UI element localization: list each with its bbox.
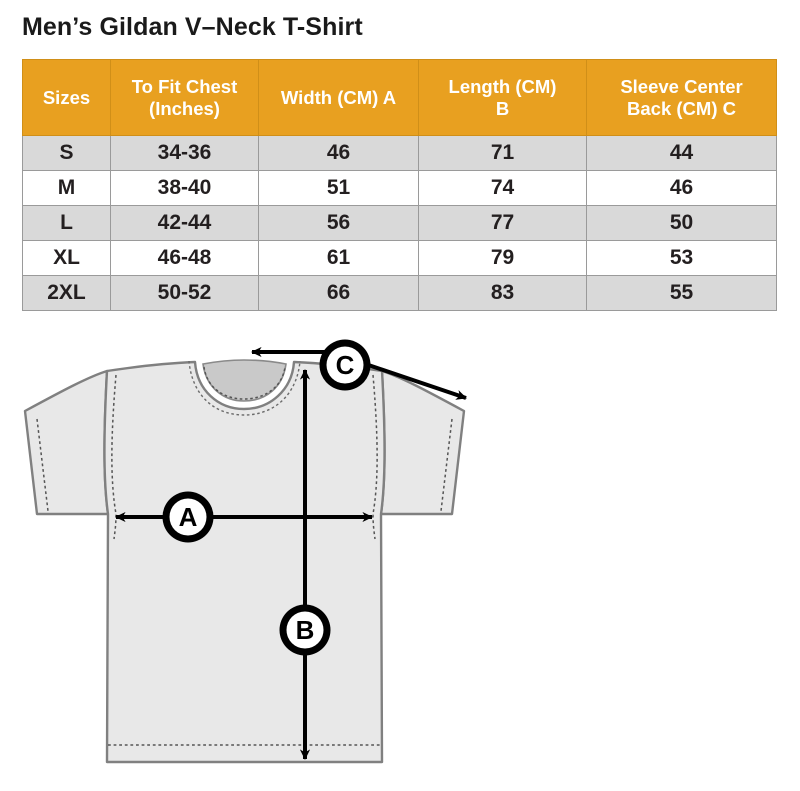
cell-size: S <box>22 135 111 171</box>
column-header-line: B <box>495 97 510 119</box>
column-header-length: Length (CM) B <box>418 59 587 136</box>
column-header-line: Length (CM) <box>448 75 557 97</box>
cell-length: 79 <box>418 240 587 276</box>
cell-size: XL <box>22 240 111 276</box>
cell-length: 83 <box>418 275 587 311</box>
table-row: L 42-44 56 77 50 <box>22 205 777 241</box>
cell-width: 46 <box>258 135 419 171</box>
table-header-row: Sizes To Fit Chest (Inches) Width (CM) A… <box>22 59 777 136</box>
size-chart-table: Sizes To Fit Chest (Inches) Width (CM) A… <box>22 59 777 311</box>
collar-stitch-line <box>203 366 286 400</box>
neck-outer-stitch-line <box>188 360 301 416</box>
cell-width: 56 <box>258 205 419 241</box>
tshirt-body-shape <box>23 359 466 764</box>
collar-inner-shape <box>202 359 287 402</box>
tshirt-measurement-diagram: A B C <box>0 325 800 791</box>
cell-length: 77 <box>418 205 587 241</box>
column-header-sleeve: Sleeve Center Back (CM) C <box>586 59 777 136</box>
column-header-line: Sizes <box>42 86 91 108</box>
table-row: 2XL 50-52 66 83 55 <box>22 275 777 311</box>
table-row: M 38-40 51 74 46 <box>22 170 777 206</box>
column-header-sizes: Sizes <box>22 59 111 136</box>
cell-sleeve: 55 <box>586 275 777 311</box>
cell-width: 66 <box>258 275 419 311</box>
left-armhole-stitch-line <box>111 374 117 540</box>
marker-badge-b: B <box>279 604 331 656</box>
cell-size: L <box>22 205 111 241</box>
cell-sleeve: 46 <box>586 170 777 206</box>
cell-width: 51 <box>258 170 419 206</box>
table-row: XL 46-48 61 79 53 <box>22 240 777 276</box>
table-row: S 34-36 46 71 44 <box>22 135 777 171</box>
left-cuff-stitch-line <box>36 418 49 512</box>
right-armhole-stitch-line <box>372 374 378 540</box>
marker-label-c: C <box>336 350 355 380</box>
marker-badge-c: C <box>319 339 371 391</box>
cell-length: 74 <box>418 170 587 206</box>
cell-size: M <box>22 170 111 206</box>
page-title: Men’s Gildan V–Neck T-Shirt <box>22 13 363 41</box>
torso-shape <box>103 360 386 764</box>
column-header-line: (Inches) <box>149 97 220 119</box>
right-cuff-stitch-line <box>440 418 453 512</box>
cell-chest: 34-36 <box>110 135 259 171</box>
marker-label-b: B <box>296 615 315 645</box>
column-header-line: Width (CM) A <box>280 86 397 108</box>
cell-size: 2XL <box>22 275 111 311</box>
cell-chest: 50-52 <box>110 275 259 311</box>
column-header-line: Sleeve Center <box>620 75 743 97</box>
cell-sleeve: 44 <box>586 135 777 171</box>
column-header-chest: To Fit Chest (Inches) <box>110 59 259 136</box>
column-header-line: Back (CM) C <box>627 97 736 119</box>
cell-chest: 46-48 <box>110 240 259 276</box>
left-sleeve-shape <box>23 369 110 516</box>
marker-label-a: A <box>179 502 198 532</box>
marker-badge-a: A <box>162 491 214 543</box>
column-header-line: To Fit Chest <box>131 75 238 97</box>
cell-chest: 38-40 <box>110 170 259 206</box>
cell-length: 71 <box>418 135 587 171</box>
cell-sleeve: 50 <box>586 205 777 241</box>
column-header-width: Width (CM) A <box>258 59 419 136</box>
cell-chest: 42-44 <box>110 205 259 241</box>
cell-sleeve: 53 <box>586 240 777 276</box>
cell-width: 61 <box>258 240 419 276</box>
